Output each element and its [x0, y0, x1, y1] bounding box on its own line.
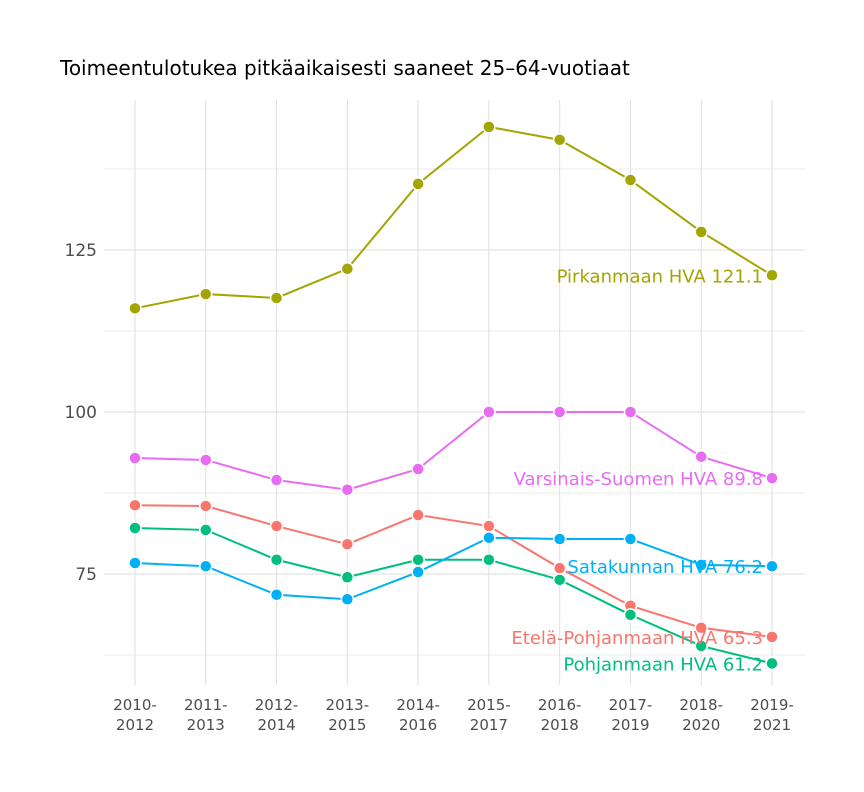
- data-point-satakunnan-hva: [765, 559, 779, 573]
- data-point-pohjanmaan-hva: [128, 521, 142, 535]
- x-tick-label: 2013-: [326, 696, 370, 714]
- data-point-pirkanmaan-hva: [765, 268, 779, 283]
- y-tick-label: 125: [65, 241, 97, 261]
- data-point-varsinais-suomen-hva: [694, 449, 708, 464]
- x-tick-label: 2015: [328, 716, 366, 734]
- data-point-varsinais-suomen-hva: [482, 405, 496, 419]
- end-label-varsinais-suomen-hva: Varsinais-Suomen HVA 89.8: [514, 469, 763, 490]
- x-tick-label: 2012-: [255, 696, 299, 714]
- y-tick-label: 75: [75, 565, 97, 585]
- x-tick-label: 2014: [257, 716, 295, 734]
- x-tick-label: 2020: [682, 716, 720, 734]
- data-point-satakunnan-hva: [623, 532, 638, 546]
- series-line-pirkanmaan-hva: [134, 125, 773, 310]
- data-point-pohjanmaan-hva: [552, 573, 567, 587]
- data-point-satakunnan-hva: [482, 530, 496, 545]
- end-label-pirkanmaan-hva: Pirkanmaan HVA 121.1: [557, 266, 763, 287]
- data-point-etel-pohjanmaan-hva: [765, 630, 779, 644]
- data-point-pohjanmaan-hva: [269, 552, 284, 567]
- data-point-satakunnan-hva: [694, 558, 708, 572]
- data-point-pirkanmaan-hva: [482, 120, 496, 134]
- x-tick-label: 2013: [187, 716, 225, 734]
- data-point-etel-pohjanmaan-hva: [128, 498, 142, 513]
- data-point-pirkanmaan-hva: [552, 133, 567, 147]
- data-point-pirkanmaan-hva: [694, 225, 708, 239]
- end-label-satakunnan-hva: Satakunnan HVA 76.2: [567, 557, 763, 578]
- data-point-pirkanmaan-hva: [340, 262, 355, 276]
- data-point-satakunnan-hva: [552, 532, 567, 546]
- data-point-varsinais-suomen-hva: [340, 483, 355, 497]
- x-tick-label: 2015-: [467, 696, 511, 714]
- data-point-pirkanmaan-hva: [269, 291, 284, 305]
- x-tick-label: 2011-: [184, 696, 228, 714]
- data-point-satakunnan-hva: [411, 565, 425, 579]
- data-point-varsinais-suomen-hva: [623, 405, 638, 419]
- data-point-pohjanmaan-hva: [340, 570, 355, 584]
- x-tick-label: 2019: [611, 716, 649, 734]
- series-line-varsinais-suomen-hva: [134, 411, 773, 491]
- data-point-etel-pohjanmaan-hva: [552, 561, 567, 575]
- data-point-varsinais-suomen-hva: [128, 451, 142, 465]
- data-point-pirkanmaan-hva: [623, 173, 638, 187]
- data-point-pirkanmaan-hva: [128, 301, 142, 316]
- chart-title: Toimeentulotukea pitkäaikaisesti saaneet…: [60, 56, 630, 80]
- series-line-satakunnan-hva: [134, 536, 773, 601]
- y-tick-label: 100: [65, 403, 97, 423]
- data-point-etel-pohjanmaan-hva: [340, 537, 355, 551]
- x-tick-label: 2017: [470, 716, 508, 734]
- series-line-pohjanmaan-hva: [134, 526, 773, 665]
- data-point-etel-pohjanmaan-hva: [694, 621, 708, 635]
- data-point-varsinais-suomen-hva: [552, 405, 567, 419]
- x-tick-label: 2018: [541, 716, 579, 734]
- data-point-pirkanmaan-hva: [199, 287, 213, 301]
- data-point-pohjanmaan-hva: [694, 639, 708, 653]
- x-tick-label: 2017-: [609, 696, 653, 714]
- data-point-etel-pohjanmaan-hva: [482, 519, 496, 533]
- data-point-etel-pohjanmaan-hva: [269, 519, 284, 533]
- data-point-etel-pohjanmaan-hva: [411, 508, 425, 522]
- data-point-pohjanmaan-hva: [482, 552, 496, 567]
- data-point-etel-pohjanmaan-hva: [199, 499, 213, 513]
- data-point-pohjanmaan-hva: [411, 552, 425, 567]
- data-point-varsinais-suomen-hva: [269, 473, 284, 487]
- data-point-pirkanmaan-hva: [411, 177, 425, 191]
- data-point-varsinais-suomen-hva: [765, 471, 779, 485]
- x-tick-label: 2010-: [113, 696, 157, 714]
- data-point-pohjanmaan-hva: [765, 656, 779, 671]
- x-tick-label: 2012: [116, 716, 154, 734]
- x-tick-label: 2014-: [396, 696, 440, 714]
- data-point-pohjanmaan-hva: [623, 608, 638, 622]
- end-label-pohjanmaan-hva: Pohjanmaan HVA 61.2: [563, 654, 763, 675]
- data-point-satakunnan-hva: [340, 592, 355, 607]
- data-point-satakunnan-hva: [128, 556, 142, 570]
- x-tick-label: 2018-: [679, 696, 723, 714]
- series-line-etel-pohjanmaan-hva: [134, 504, 773, 638]
- end-label-etel-pohjanmaan-hva: Etelä-Pohjanmaan HVA 65.3: [511, 628, 763, 649]
- data-point-varsinais-suomen-hva: [411, 462, 425, 476]
- data-point-satakunnan-hva: [199, 559, 213, 573]
- x-tick-label: 2019-: [750, 696, 794, 714]
- data-point-varsinais-suomen-hva: [199, 453, 213, 467]
- x-tick-label: 2016: [399, 716, 437, 734]
- data-point-satakunnan-hva: [269, 587, 284, 602]
- data-point-pohjanmaan-hva: [199, 523, 213, 537]
- x-tick-label: 2016-: [538, 696, 582, 714]
- x-tick-label: 2021: [753, 716, 791, 734]
